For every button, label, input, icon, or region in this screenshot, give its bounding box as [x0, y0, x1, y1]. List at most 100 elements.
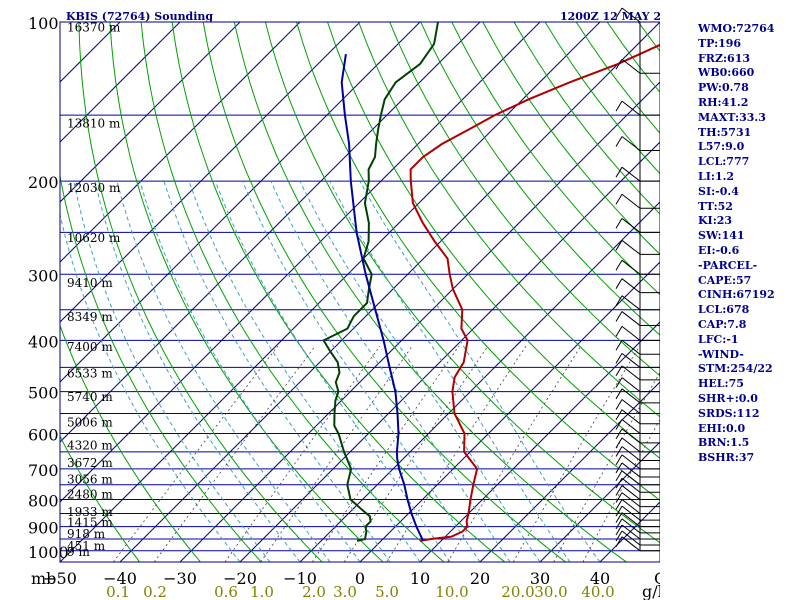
isotherm: [119, 22, 660, 562]
wind-barb-flag: [615, 326, 623, 337]
pressure-tick: 900: [28, 519, 59, 538]
wind-barb-flag: [615, 437, 623, 449]
mixing-ratio-label: 3.0: [333, 583, 357, 600]
dry-adiabat: [264, 22, 660, 544]
dry-adiabat: [60, 324, 201, 562]
wind-barb-flag: [615, 193, 623, 205]
wind-barb-shaft: [621, 136, 641, 151]
isotherm: [60, 22, 541, 503]
index-item: TH:5731: [698, 125, 752, 139]
station-title: KBIS (72764) Sounding: [66, 10, 213, 23]
profile-series-0: [409, 43, 660, 542]
height-label: 1933 m: [67, 505, 113, 519]
index-item: BSHR:37: [698, 451, 755, 465]
plot-frame: [59, 21, 660, 563]
wind-barb-shaft: [621, 353, 641, 368]
isotherm: [60, 22, 241, 203]
wind-barb-shaft: [621, 505, 641, 521]
isotherm: [239, 141, 660, 562]
profile-series-1: [322, 22, 439, 542]
dry-adiabat: [233, 22, 627, 562]
temperature-tick: 30: [530, 569, 550, 588]
index-item: TP:196: [698, 36, 742, 50]
isotherm: [419, 321, 660, 562]
moist-adiabat: [139, 181, 361, 562]
index-item: MAXT:33.3: [698, 110, 766, 124]
dry-adiabat: [389, 22, 660, 377]
moist-adiabat: [214, 181, 451, 562]
index-item: CAPE:57: [698, 273, 752, 287]
pressure-tick: 100: [28, 14, 59, 33]
height-label: 3672 m: [67, 456, 113, 470]
indices-panel: WMO:72764 TP:196 FRZ:613 WB0:660 PW:0.78 RH:4…: [698, 22, 798, 466]
dry-adiabat: [202, 22, 566, 562]
wind-barb-flag: [615, 7, 623, 19]
dry-adiabat: [358, 22, 660, 418]
mixing-ratio-line: [153, 345, 316, 562]
wind-barb-flag: [615, 492, 623, 503]
isotherm: [60, 22, 301, 263]
wind-barb-shaft: [621, 419, 641, 434]
index-item: WMO:72764: [698, 22, 775, 35]
height-label: 9 m: [67, 545, 90, 559]
wind-barb-shaft: [621, 454, 641, 470]
wind-barb-flag: [615, 100, 623, 112]
wind-barb-shaft: [621, 462, 641, 478]
wind-barb-flag: [615, 454, 623, 466]
index-item: BRN:1.5: [698, 436, 750, 450]
wind-barb-shaft: [621, 524, 641, 540]
pressure-tick: 1000: [28, 543, 69, 562]
dry-adiabat: [327, 22, 660, 459]
wind-barb-flag: [615, 518, 623, 530]
mixing-ratio-label: 2.0: [302, 583, 326, 600]
sounding-time: 1200Z 12 MAY 25: [560, 10, 660, 23]
wind-barb-flag: [615, 419, 623, 430]
index-item: STM:254/22: [698, 362, 773, 376]
index-item: WB0:660: [698, 66, 755, 80]
wind-barb-flag: [615, 446, 623, 457]
index-item: HEL:75: [698, 377, 744, 391]
wind-barb-shaft: [621, 492, 641, 508]
wind-barb-flag: [615, 530, 623, 542]
mixing-ratio-line: [343, 345, 489, 562]
temperature-tick: 0: [355, 569, 365, 588]
height-label: 5740 m: [67, 390, 113, 404]
isotherm: [179, 81, 660, 562]
index-item: SRDS:112: [698, 406, 760, 420]
wind-barb-shaft: [621, 428, 641, 444]
wind-barb-flag: [615, 536, 623, 548]
index-item: KI:23: [698, 214, 733, 228]
height-label: 6533 m: [67, 366, 113, 380]
moist-adiabat: [73, 181, 271, 562]
moist-adiabat: [60, 212, 241, 562]
dry-adiabat: [451, 22, 660, 296]
wind-barbs: [615, 7, 660, 552]
height-label: 5006 m: [67, 416, 113, 430]
wind-barb-shaft: [621, 499, 641, 514]
wind-barb-flag: [615, 505, 623, 517]
wind-barb-flag: [615, 470, 623, 481]
moist-adiabat: [163, 181, 391, 562]
wind-barb-shaft: [621, 259, 641, 275]
dry-adiabat: [420, 22, 660, 336]
wind-barb-flag: [615, 353, 623, 364]
wind-barb-shaft: [621, 477, 641, 493]
dry-adiabat: [60, 435, 141, 562]
pressure-tick: 200: [28, 173, 59, 192]
index-item: CINH:67192: [698, 288, 775, 302]
wind-barb-shaft: [621, 166, 641, 182]
wind-barb-flag: [615, 388, 623, 400]
grid-layer: [60, 22, 660, 562]
wind-barb-shaft: [621, 278, 641, 294]
wind-barb-shaft: [621, 325, 641, 341]
mixing-ratio-line: [112, 345, 279, 562]
index-item: EHI:0.0: [698, 421, 746, 435]
height-label: 8349 m: [67, 310, 113, 324]
mixing-ratio-label: 0.2: [143, 583, 167, 600]
temperature-tick: 40: [590, 569, 610, 588]
wind-barb-shaft: [621, 218, 641, 233]
height-label: 3056 m: [67, 473, 113, 487]
index-item: LI:1.2: [698, 169, 735, 183]
wind-barb-flag: [615, 218, 623, 229]
moist-adiabat: [188, 181, 421, 562]
